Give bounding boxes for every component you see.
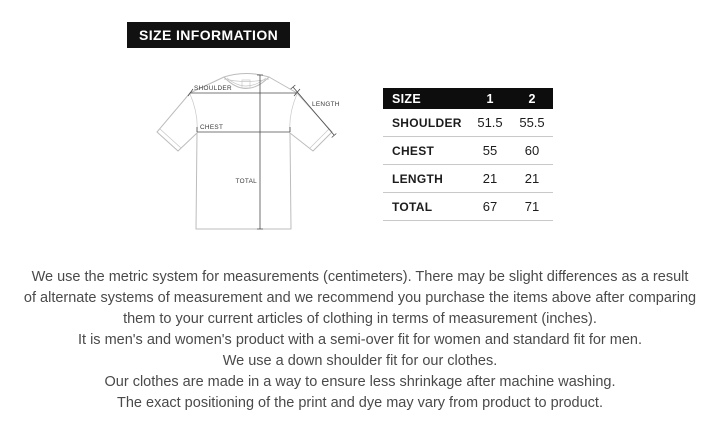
note-line: It is men's and women's product with a s… (77, 332, 643, 348)
row-value: 21 (482, 171, 498, 186)
row-value: 67 (482, 199, 498, 214)
note-line: them to your current articles of clothin… (123, 311, 597, 327)
length-measure-line (290, 84, 337, 138)
note-line: We use the metric system for measurement… (31, 269, 689, 285)
measurement-lines (187, 74, 337, 230)
row-value: 60 (524, 143, 540, 158)
table-row-shoulder: SHOULDER 51.5 55.5 (383, 109, 553, 137)
chest-label: CHEST (200, 124, 223, 131)
measurement-notes: We use the metric system for measurement… (0, 267, 720, 414)
row-label: SHOULDER (392, 115, 462, 130)
size-table-header-row: SIZE 1 2 (383, 88, 553, 109)
row-label: CHEST (392, 143, 435, 158)
row-value: 71 (524, 199, 540, 214)
row-label: LENGTH (392, 171, 444, 186)
table-row-chest: CHEST 55 60 (383, 137, 553, 165)
note-line: of alternate systems of measurement and … (23, 290, 697, 306)
row-value: 55 (482, 143, 498, 158)
tshirt-outline (156, 73, 333, 230)
note-line: We use a down shoulder fit for our cloth… (222, 353, 498, 369)
note-line: The exact positioning of the print and d… (116, 395, 603, 411)
row-value: 51.5 (477, 115, 503, 130)
size-table-header-size: SIZE (392, 91, 421, 106)
note-line: Our clothes are made in a way to ensure … (104, 374, 616, 390)
row-value: 21 (524, 171, 540, 186)
table-row-total: TOTAL 67 71 (383, 193, 553, 221)
size-table: SIZE 1 2 SHOULDER 51.5 55.5 CHEST 55 60 … (383, 88, 553, 221)
row-label: TOTAL (392, 199, 433, 214)
length-label: LENGTH (312, 101, 340, 108)
size-table-header-size-1: 1 (486, 91, 494, 106)
shoulder-measure-line (187, 88, 301, 97)
row-value: 55.5 (519, 115, 545, 130)
total-measure-line (257, 74, 263, 230)
total-label: TOTAL (235, 178, 257, 185)
chest-measure-line (196, 127, 291, 133)
shoulder-label: SHOULDER (194, 85, 232, 92)
tshirt-measurement-diagram: SHOULDER CHEST LENGTH TOTAL (156, 73, 340, 230)
page-title: SIZE INFORMATION (127, 22, 291, 48)
size-table-header-size-2: 2 (528, 91, 536, 106)
table-row-length: LENGTH 21 21 (383, 165, 553, 193)
